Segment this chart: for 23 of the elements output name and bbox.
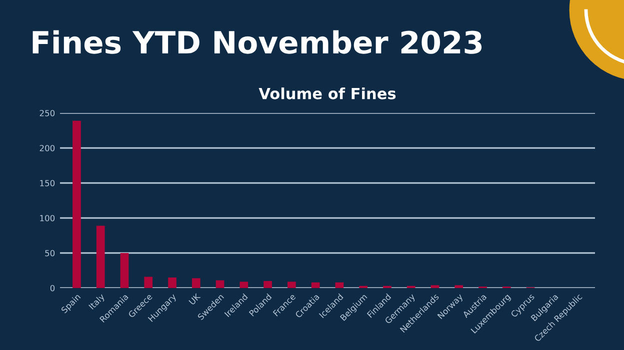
bar — [287, 282, 296, 288]
bar — [144, 276, 153, 288]
bar — [430, 285, 440, 288]
bar — [311, 282, 320, 288]
bar — [120, 253, 129, 288]
bar — [192, 278, 200, 288]
chart-subtitle: Volume of Fines — [258, 88, 396, 100]
bar — [454, 285, 464, 288]
x-tick-label: UK — [188, 292, 201, 306]
bar — [335, 282, 344, 288]
y-tick-label: 50 — [45, 250, 55, 256]
y-tick-label: 200 — [40, 144, 55, 152]
y-tick-label: 100 — [40, 214, 55, 222]
bar — [240, 282, 248, 288]
bar — [216, 280, 224, 288]
bar — [72, 120, 81, 288]
bar — [168, 278, 176, 288]
y-tick-label: 150 — [40, 180, 55, 186]
bar — [96, 226, 105, 288]
chart-title: Fines YTD November 2023 — [32, 30, 482, 54]
y-tick-label: 250 — [40, 110, 55, 116]
y-tick-label: 0 — [50, 284, 55, 292]
bar — [264, 281, 272, 288]
